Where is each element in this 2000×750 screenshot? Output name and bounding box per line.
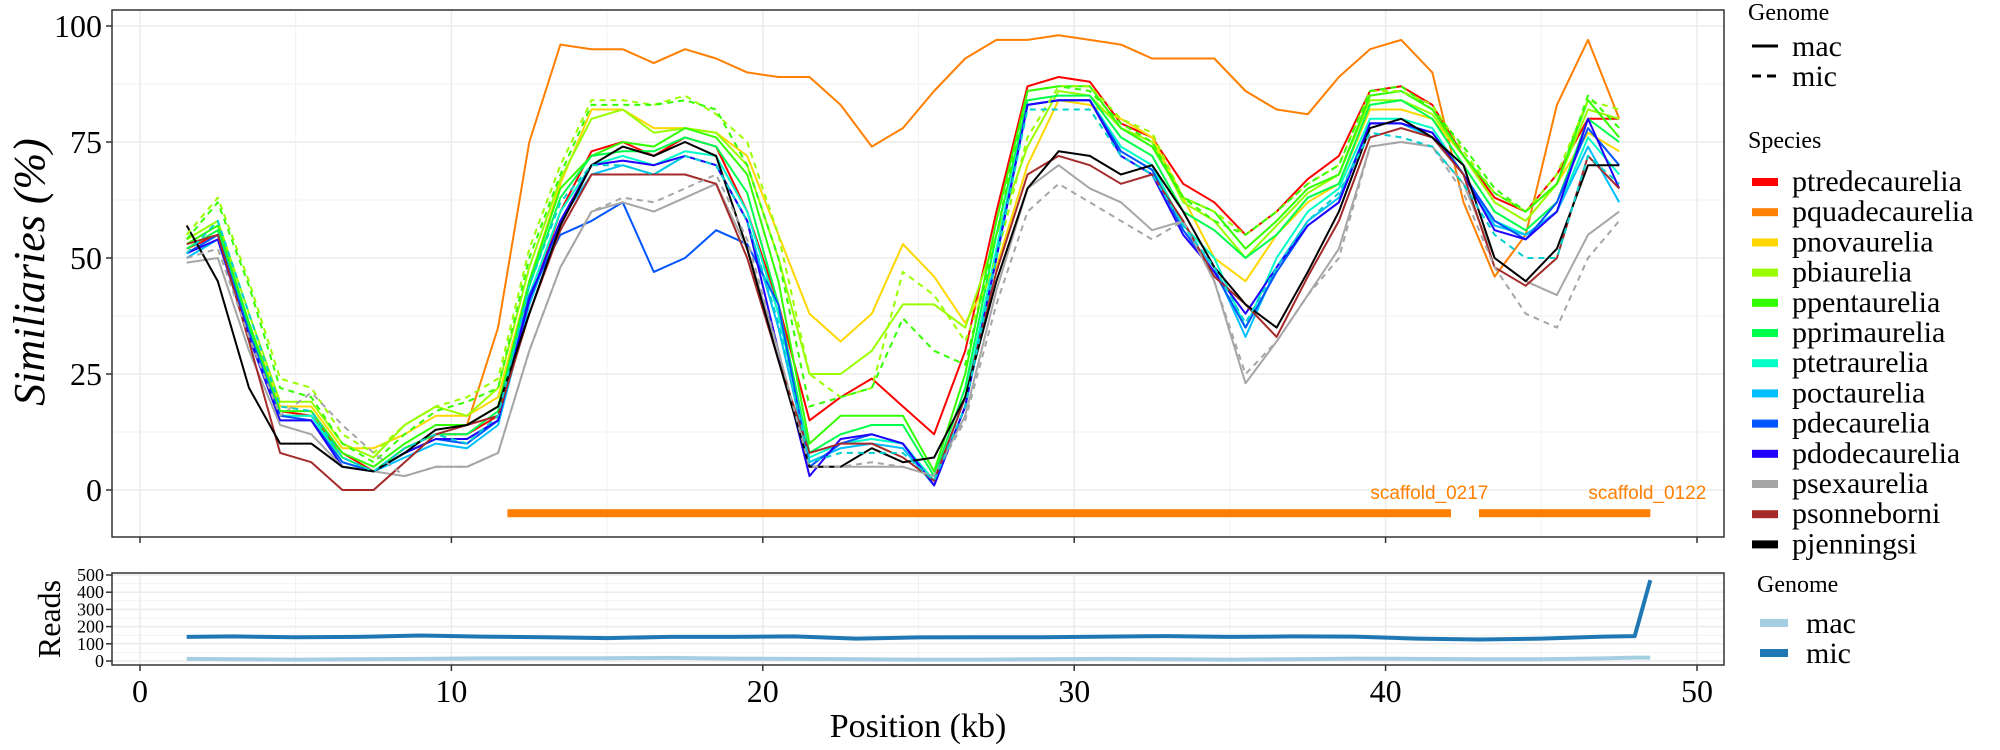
legend: Genome mac mic Species ptredecaureliapqu… — [1748, 0, 1974, 670]
scaffold-label: scaffold_0122 — [1588, 483, 1706, 504]
legend-label-mic: mic — [1792, 60, 1837, 93]
series-line-psonneborni-mac — [186, 127, 1620, 491]
x-tick-label: 30 — [1058, 673, 1090, 709]
legend-key-pbiaurelia — [1752, 268, 1778, 277]
legend-key-psonneborni — [1752, 510, 1778, 519]
legend-key-psexaurelia — [1752, 480, 1778, 488]
reads-legend-label-mic: mic — [1806, 637, 1851, 670]
x-tick-label: 40 — [1370, 673, 1402, 709]
reads-legend-title: Genome — [1757, 572, 1838, 598]
legend-key-pdodecaurelia — [1752, 449, 1778, 458]
bottom-panel-series — [186, 579, 1653, 662]
legend-label-pdodecaurelia: pdodecaurelia — [1792, 437, 1960, 470]
legend-key-ptredecaurelia — [1752, 178, 1778, 186]
reads-y-tick-label: 500 — [77, 565, 104, 585]
series-line-psexaurelia-mic — [186, 141, 1620, 478]
reads-y-tick-label: 100 — [77, 634, 104, 654]
y-tick-label: 0 — [86, 472, 102, 508]
reads-y-tick-label: 200 — [77, 617, 104, 637]
top-panel-border — [111, 9, 1725, 538]
species-legend-title: Species — [1748, 128, 1821, 154]
y-tick-label: 100 — [54, 8, 102, 44]
legend-label-psexaurelia: psexaurelia — [1792, 467, 1929, 500]
legend-key-poctaurelia — [1752, 389, 1778, 398]
legend-label-pdecaurelia: pdecaurelia — [1792, 407, 1930, 440]
series-line-pquadecaurelia-mac — [466, 34, 1621, 426]
reads-axis-title: Reads — [31, 580, 67, 658]
bottom-panel-grid — [112, 573, 1724, 665]
legend-key-pnovaurelia — [1752, 238, 1778, 247]
legend-label-poctaurelia: poctaurelia — [1792, 376, 1925, 409]
x-tick-label: 10 — [435, 673, 467, 709]
legend-label-pbiaurelia: pbiaurelia — [1792, 256, 1912, 289]
top-panel-series — [185, 34, 1621, 491]
reads-y-tick-label: 300 — [77, 599, 104, 619]
genome-legend-title: Genome — [1748, 0, 1829, 26]
series-line-ptetraurelia-mic — [185, 108, 1620, 482]
series-line-ppentaurelia-mac — [186, 85, 1620, 473]
scaffold-label: scaffold_0217 — [1370, 483, 1488, 504]
series-line-ppentaurelia-mic — [185, 85, 1620, 464]
reads-legend-label-mac: mac — [1806, 607, 1856, 640]
y-tick-label: 75 — [70, 124, 102, 160]
y-axis-title: Similiaries (%) — [5, 138, 54, 406]
legend-key-ppentaurelia — [1752, 298, 1778, 307]
legend-label-pquadecaurelia: pquadecaurelia — [1792, 195, 1974, 228]
legend-label-pjenningsi: pjenningsi — [1792, 527, 1917, 560]
legend-label-mac: mac — [1792, 30, 1842, 63]
legend-key-pquadecaurelia — [1752, 208, 1778, 217]
legend-key-pprimaurelia — [1752, 329, 1778, 337]
species-legend-entries: ptredecaureliapquadecaureliapnovaureliap… — [1752, 165, 1974, 560]
scaffold-bar — [1479, 509, 1651, 518]
y-tick-label: 25 — [70, 356, 102, 392]
series-line-pbiaurelia-mic — [185, 85, 1620, 454]
reads-y-tick-label: 400 — [77, 582, 104, 602]
series-line-pnovaurelia-mac — [186, 99, 1620, 450]
x-tick-label: 0 — [132, 673, 148, 709]
top-panel-axes: 0 25 50 75 100 — [54, 8, 1698, 543]
reads-line-mac — [186, 655, 1651, 662]
legend-label-psonneborni: psonneborni — [1792, 497, 1940, 530]
x-tick-label: 20 — [747, 673, 779, 709]
legend-label-pnovaurelia: pnovaurelia — [1792, 225, 1934, 258]
scaffold-bar — [507, 509, 1451, 518]
scaffold-annotations: scaffold_0217 scaffold_0122 — [507, 483, 1706, 518]
reads-line-mic — [186, 579, 1653, 642]
legend-key-ptetraurelia — [1752, 359, 1778, 368]
legend-key-pdecaurelia — [1752, 419, 1778, 428]
x-axis-title: Position (kb) — [830, 708, 1007, 745]
series-line-pjenningsi-mac — [185, 117, 1620, 473]
reads-legend-key-mic — [1760, 649, 1788, 657]
legend-label-pprimaurelia: pprimaurelia — [1792, 316, 1945, 349]
legend-key-pjenningsi — [1752, 540, 1778, 549]
reads-legend-key-mac — [1760, 619, 1788, 627]
y-tick-label: 50 — [70, 240, 102, 276]
legend-label-ptetraurelia: ptetraurelia — [1792, 346, 1929, 379]
legend-label-ptredecaurelia: ptredecaurelia — [1792, 165, 1962, 198]
bottom-panel-border — [111, 572, 1725, 666]
legend-label-ppentaurelia: ppentaurelia — [1792, 286, 1940, 319]
x-tick-label: 50 — [1681, 673, 1713, 709]
reads-y-tick-label: 0 — [95, 651, 104, 671]
